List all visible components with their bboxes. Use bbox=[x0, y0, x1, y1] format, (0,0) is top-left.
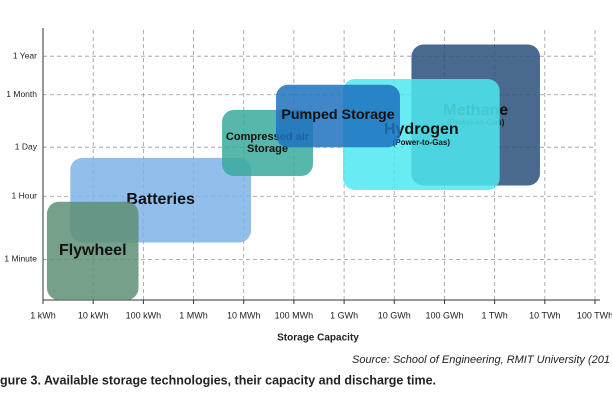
x-tick-label: 10 GWh bbox=[378, 310, 411, 320]
range-box bbox=[276, 84, 400, 148]
box-label: Flywheel bbox=[58, 242, 127, 260]
x-tick-label: 100 TWh bbox=[577, 310, 612, 320]
range-box bbox=[46, 201, 139, 300]
caption: gure 3. Available storage technologies, … bbox=[0, 373, 436, 387]
box-label: Batteries bbox=[126, 191, 195, 209]
x-axis-title: Storage Capacity bbox=[277, 333, 359, 344]
box-label-wrap: Pumped Storage bbox=[276, 85, 400, 148]
box-label-area: Pumped Storage bbox=[276, 85, 400, 148]
box-label-area: Batteries bbox=[70, 158, 251, 243]
x-tick-label: 100 GWh bbox=[425, 310, 463, 320]
box-sublabel: (Power-to-Gas) bbox=[392, 137, 450, 147]
x-tick-label: 1 GWh bbox=[330, 310, 358, 320]
x-tick-label: 10 MWh bbox=[227, 310, 261, 320]
y-tick-label: 1 Year bbox=[13, 50, 37, 60]
x-tick-label: 100 kWh bbox=[126, 310, 162, 320]
box-label-wrap: Batteries bbox=[70, 158, 251, 243]
box-label-area: Flywheel bbox=[47, 202, 139, 300]
source: Source: School of Engineering, RMIT Univ… bbox=[352, 354, 610, 366]
box-label-area: Hydrogen(Power-to-Gas) bbox=[343, 79, 500, 190]
x-tick-label: 100 MWh bbox=[275, 310, 314, 320]
y-tick-label: 1 Minute bbox=[4, 254, 37, 264]
x-tick-label: 10 kWh bbox=[78, 310, 109, 320]
box-label-wrap: Flywheel bbox=[47, 202, 139, 300]
box-label: Pumped Storage bbox=[281, 107, 395, 124]
y-tick-label: 1 Hour bbox=[11, 190, 37, 200]
x-tick-label: 1 TWh bbox=[481, 310, 507, 320]
x-tick-label: 1 kWh bbox=[30, 310, 56, 320]
x-tick-label: 1 MWh bbox=[179, 310, 208, 320]
box-label-wrap: Hydrogen (Power-to-Gas) bbox=[343, 79, 500, 190]
box-label: Hydrogen bbox=[383, 121, 459, 139]
y-tick-label: 1 Month bbox=[6, 89, 37, 99]
x-tick-label: 10 TWh bbox=[529, 310, 560, 320]
y-tick-label: 1 Day bbox=[15, 141, 38, 151]
